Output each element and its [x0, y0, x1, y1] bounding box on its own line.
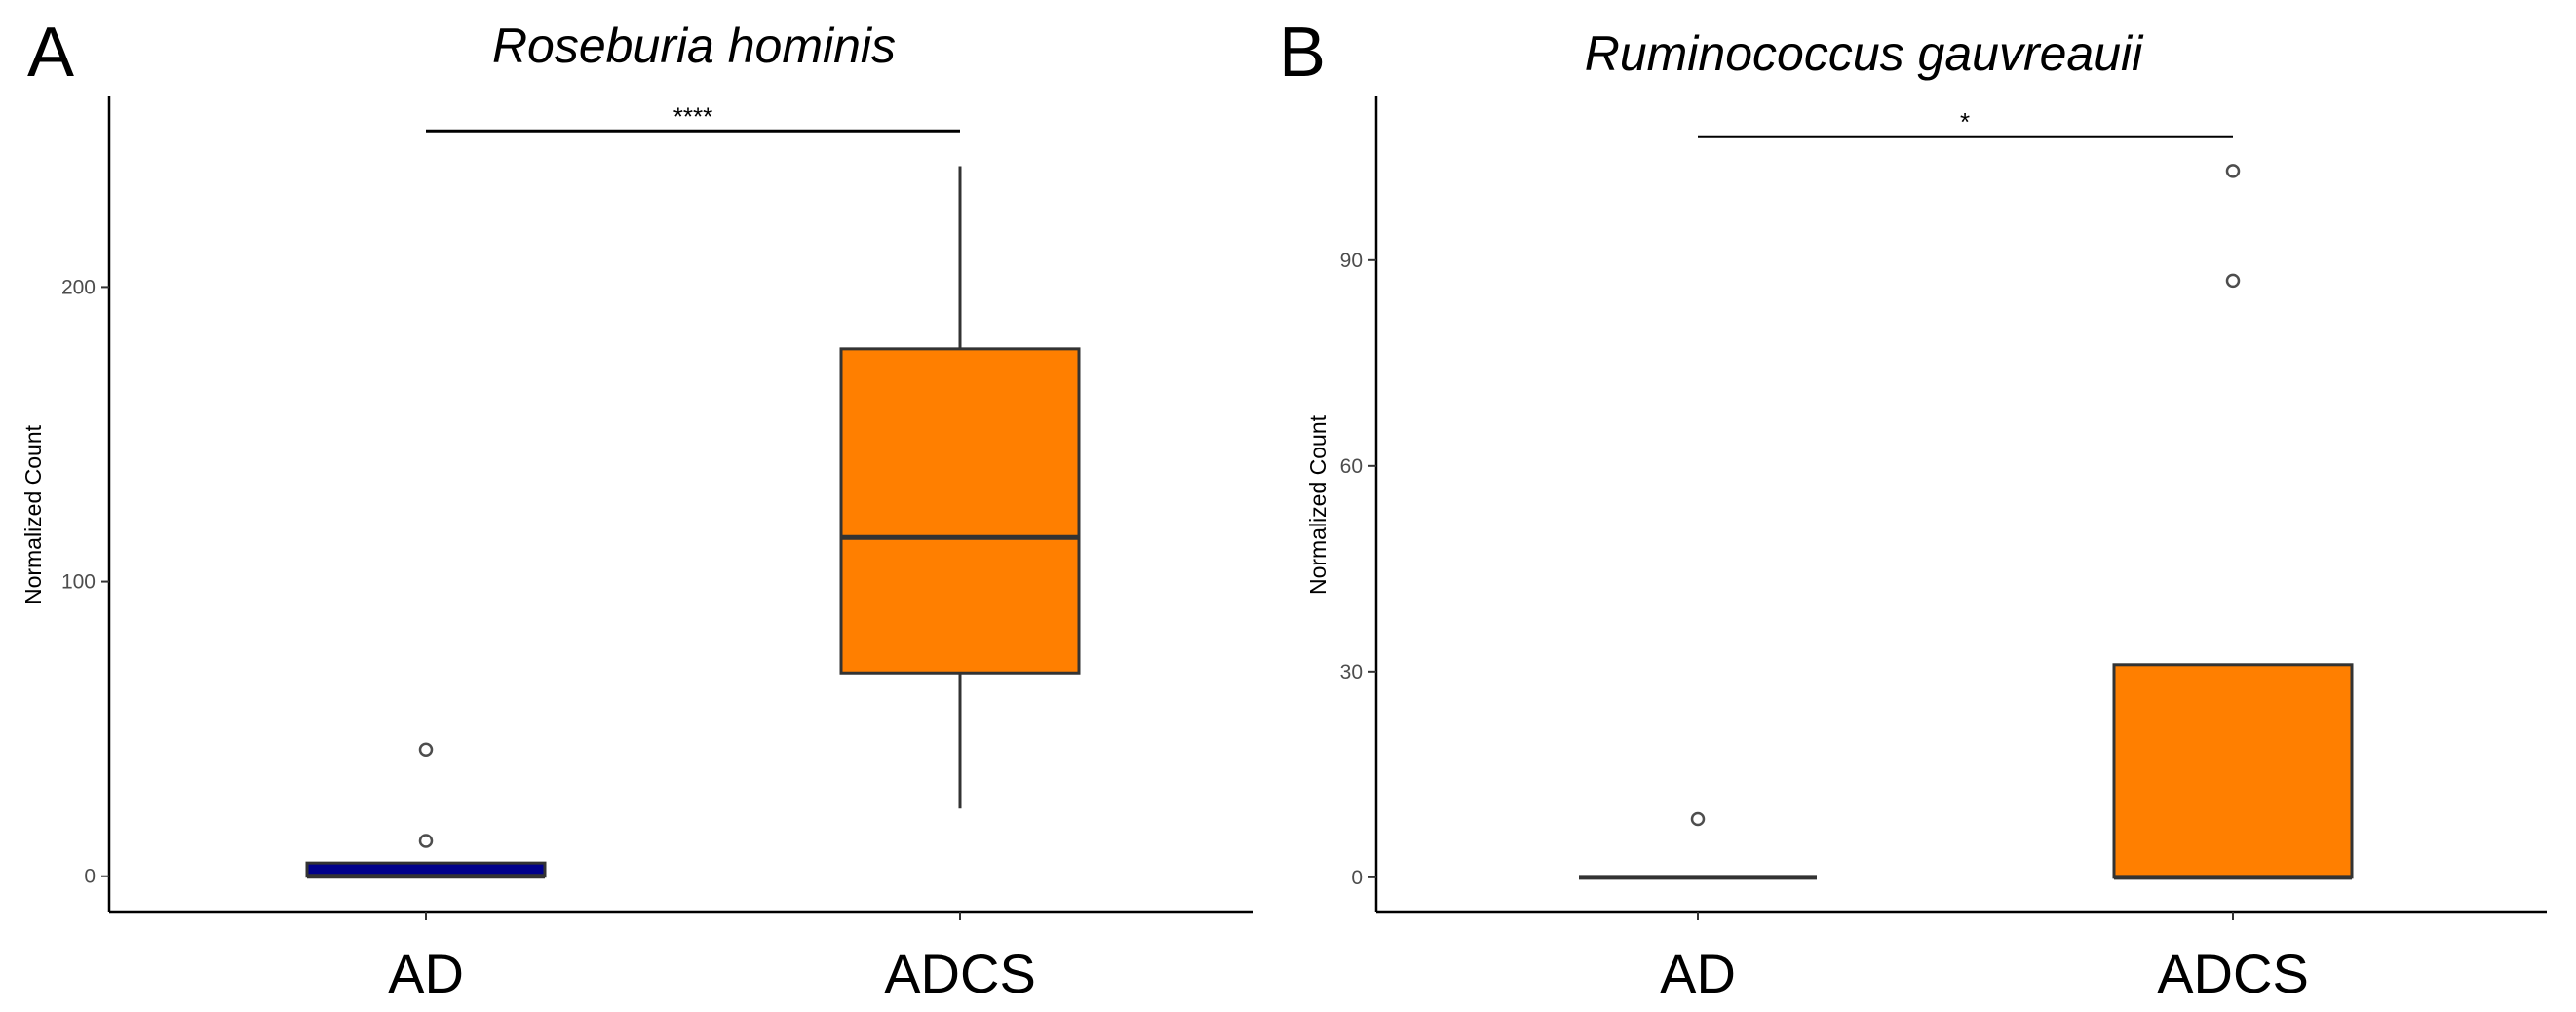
significance-bracket: * — [1698, 107, 2233, 138]
box-iqr — [839, 347, 1081, 675]
x-tick-label-1: ADCS — [884, 943, 1036, 1004]
y-tick-label-1: 30 — [1340, 661, 1363, 683]
panel-a: A Roseburia hominis Normalized Count 0 1… — [20, 14, 1253, 1004]
x-tick-label-0: AD — [1660, 943, 1736, 1004]
box-ad — [305, 742, 547, 879]
y-axis-label: Normalized Count — [1305, 414, 1330, 595]
x-ticks: AD ADCS — [388, 912, 1036, 1004]
panel-b: B Ruminococcus gauvreauii Normalized Cou… — [1279, 14, 2547, 1004]
box-adcs — [2112, 164, 2354, 880]
chart-title: Roseburia hominis — [492, 19, 896, 73]
y-ticks: 0 30 60 90 — [1340, 250, 1376, 889]
panel-label: A — [27, 14, 74, 92]
y-tick-label-1: 100 — [61, 571, 96, 594]
y-axis-label: Normalized Count — [20, 424, 46, 604]
outlier-point — [2225, 164, 2241, 178]
x-tick-label-0: AD — [388, 943, 464, 1004]
outlier-point — [418, 742, 434, 758]
y-tick-label-0: 0 — [1351, 867, 1363, 889]
significance-bracket: **** — [426, 101, 960, 133]
box-ad — [1579, 811, 1817, 880]
significance-label: * — [1960, 107, 1970, 136]
outlier-point — [1690, 811, 1706, 827]
y-tick-label-2: 60 — [1340, 455, 1363, 478]
box-adcs — [839, 166, 1081, 809]
y-tick-label-3: 90 — [1340, 250, 1363, 272]
x-tick-label-1: ADCS — [2157, 943, 2309, 1004]
significance-label: **** — [673, 101, 712, 131]
box-iqr — [2112, 663, 2354, 879]
y-tick-label-2: 200 — [61, 276, 96, 298]
x-ticks: AD ADCS — [1660, 912, 2309, 1004]
chart-title: Ruminococcus gauvreauii — [1585, 26, 2144, 81]
y-ticks: 0 100 200 — [61, 276, 109, 888]
outlier-point — [418, 834, 434, 848]
outlier-point — [2225, 273, 2241, 289]
panel-label: B — [1279, 14, 1326, 92]
y-tick-label-0: 0 — [84, 866, 96, 888]
